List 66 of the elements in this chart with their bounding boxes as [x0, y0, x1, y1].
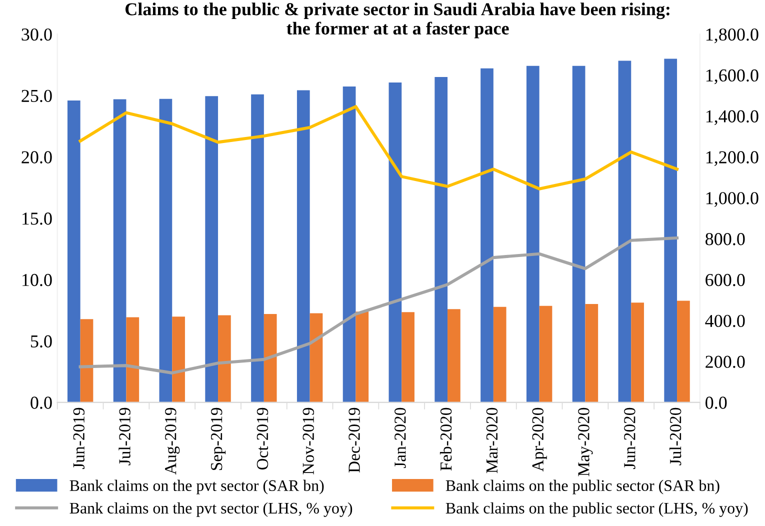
x-tick-label: Feb-2020 [440, 408, 452, 471]
x-tick-label: Jun-2020 [624, 408, 636, 469]
x-tick-label: Mar-2020 [486, 408, 498, 474]
bar [677, 300, 690, 402]
x-tick-label: Apr-2020 [532, 408, 547, 472]
x-tick-label: Sep-2019 [210, 408, 226, 470]
y-tick-label: 30.0 [22, 28, 52, 41]
bar [251, 94, 264, 402]
y2-tick-label: 600.0 [706, 274, 745, 286]
bar [67, 100, 80, 402]
bar [264, 314, 277, 402]
bar [356, 312, 369, 402]
bar [448, 309, 460, 402]
x-tick-label: Nov-2019 [302, 408, 314, 474]
line-series [78, 105, 679, 190]
bar [493, 306, 506, 402]
y2-tick-label: 400.0 [705, 314, 745, 328]
bar [618, 60, 632, 402]
bar [539, 306, 552, 402]
bar [159, 98, 172, 402]
y2-tick-label: 1,000.0 [706, 192, 758, 207]
y2-tick-label: 1,200.0 [706, 151, 758, 166]
bar [113, 99, 126, 402]
x-tick-label: Aug-2019 [165, 408, 180, 475]
bar [218, 315, 231, 402]
bar [664, 58, 678, 402]
bar [572, 66, 586, 402]
x-tick-label: Jul-2020 [669, 408, 682, 466]
bar [388, 82, 402, 402]
x-tick-label: May-2020 [578, 408, 593, 476]
bar [296, 90, 310, 402]
bar [126, 317, 140, 402]
y-tick-label: 0.0 [30, 396, 52, 409]
bar [80, 319, 94, 402]
bar [585, 304, 598, 402]
bar [434, 76, 448, 402]
y-tick-label: 15.0 [22, 212, 52, 225]
y2-tick-label: 1,600.0 [706, 69, 758, 84]
bar [631, 302, 644, 402]
x-tick-label: Dec-2019 [348, 408, 360, 472]
bar [480, 68, 494, 402]
legend-label: Bank claims on the pvt sector (SAR bn) [70, 480, 324, 494]
x-tick-label: Jul-2019 [118, 408, 130, 466]
line-series [78, 236, 679, 374]
y2-tick-label: 800.0 [706, 233, 745, 246]
y2-tick-label: 1,400.0 [706, 110, 758, 126]
legend-label: Bank claims on the public sector (LHS, % yoy) [446, 502, 748, 517]
y-tick-label: 10.0 [22, 274, 52, 286]
y-tick-label: 20.0 [22, 151, 52, 164]
bar [342, 86, 356, 402]
legend-label: Bank claims on the public sector (SAR bn) [446, 480, 720, 494]
y2-tick-label: 1,800.0 [706, 28, 758, 44]
x-tick-label: Oct-2019 [256, 408, 268, 470]
chart-title: Claims to the public & private sector in Saudi Arabia have been rising: the former at at a faster pace [125, 2, 670, 38]
y-tick-label: 25.0 [22, 90, 52, 102]
y2-tick-label: 0.0 [706, 396, 727, 409]
x-tick-label: Jun-2019 [73, 408, 84, 469]
bar [172, 316, 185, 402]
y-tick-label: 5.0 [30, 335, 52, 348]
bar [402, 312, 414, 402]
x-tick-label: Jan-2020 [394, 408, 406, 468]
y2-tick-label: 200.0 [706, 356, 745, 368]
bar [205, 96, 218, 402]
legend-label: Bank claims on the pvt sector (LHS, % yoy) [70, 502, 352, 517]
bar [526, 66, 540, 402]
bar [310, 313, 323, 402]
